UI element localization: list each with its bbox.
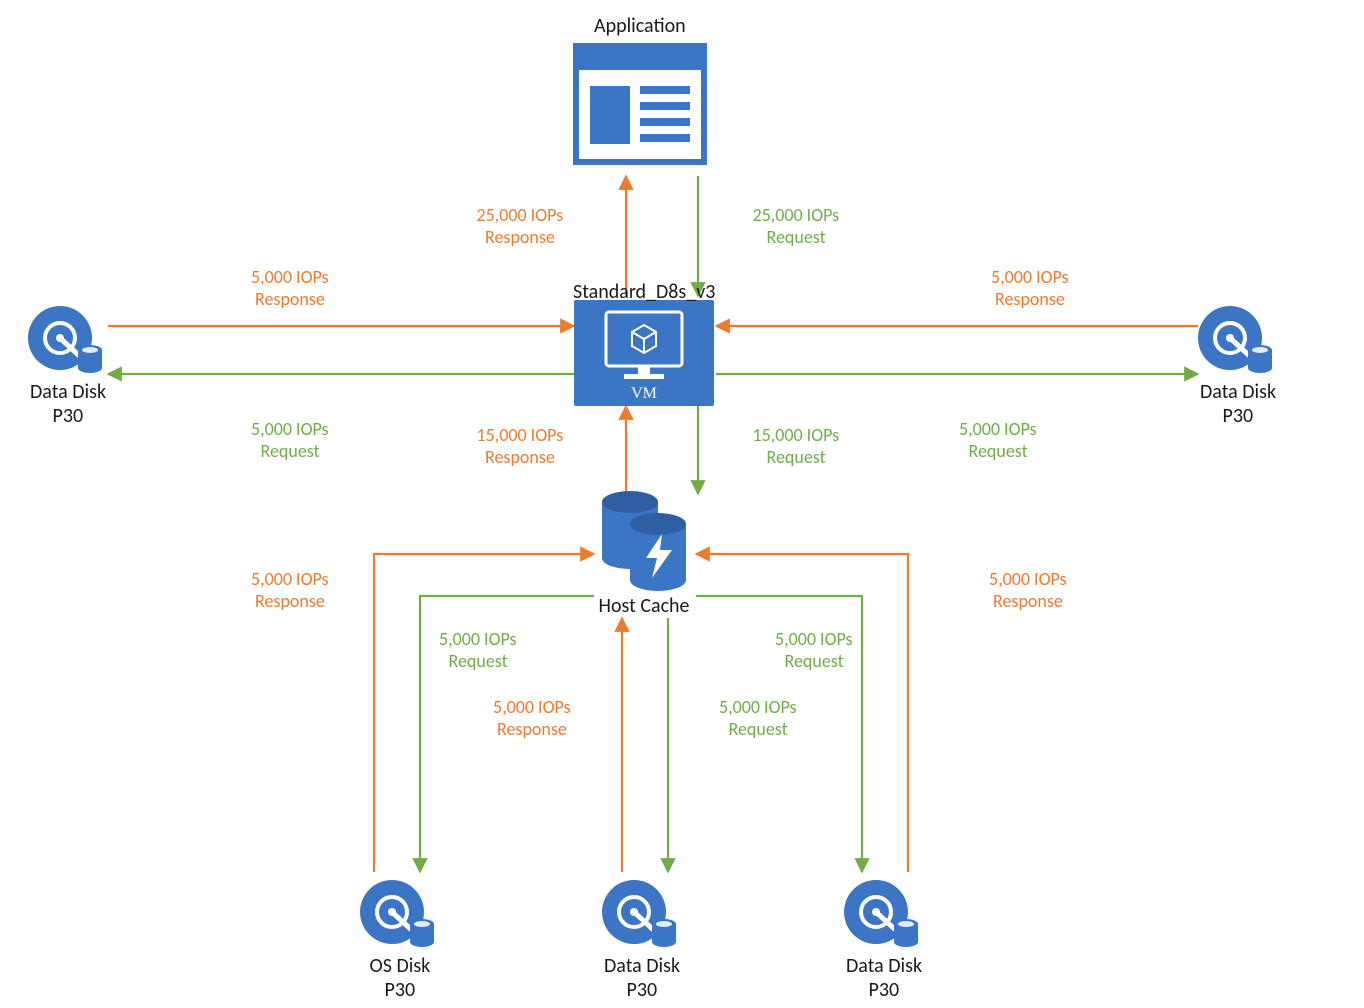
edge-cache_to_vm_resp-label2: Response <box>485 446 555 469</box>
edge-vm_to_diskl_req-label2: Request <box>261 440 320 463</box>
edge-vm_to_app_resp-label2: Response <box>485 226 555 249</box>
edge-app_to_vm_req-label2: Request <box>767 226 826 249</box>
edge-diskr_to_vm_resp-label2: Response <box>995 288 1065 311</box>
diagram-svg: VM <box>0 0 1364 1008</box>
disk-icon <box>360 880 434 947</box>
edge-cache_to_dd1_req-label1: 5,000 IOPs <box>719 696 797 719</box>
edge-vm_to_app_resp-label1: 25,000 IOPs <box>477 204 564 227</box>
edge-vm_to_diskr_req-label1: 5,000 IOPs <box>959 418 1037 441</box>
node-disk_left-title: Data Disk <box>30 380 106 405</box>
edge-cache_to_dd2_req-label1: 5,000 IOPs <box>775 628 853 651</box>
edge-diskl_to_vm_resp-label1: 5,000 IOPs <box>251 266 329 289</box>
edge-osd_to_cache_resp-label1: 5,000 IOPs <box>251 568 329 591</box>
edge-vm_to_cache_req-label1: 15,000 IOPs <box>753 424 840 447</box>
edge-vm_to_diskr_req-label2: Request <box>969 440 1028 463</box>
edge-dd2_to_cache_resp-label1: 5,000 IOPs <box>989 568 1067 591</box>
node-disk_right-title: Data Disk <box>1200 380 1276 405</box>
edge-cache_to_dd2_req-label2: Request <box>785 650 844 673</box>
disk-icon <box>1198 306 1272 373</box>
node-vm-title: Standard_D8s_v3 <box>573 280 715 305</box>
edge-diskr_to_vm_resp-label1: 5,000 IOPs <box>991 266 1069 289</box>
node-disk_right-sub: P30 <box>1223 404 1254 429</box>
disk-icon <box>28 306 102 373</box>
node-data_disk_bottom2-title: Data Disk <box>846 954 922 979</box>
node-host_cache-title: Host Cache <box>599 594 690 619</box>
edge-cache_to_osd_req-label2: Request <box>449 650 508 673</box>
edge-dd1_to_cache_resp-label2: Response <box>497 718 567 741</box>
host-cache-icon <box>602 491 686 591</box>
edge-cache_to_dd1_req-label2: Request <box>729 718 788 741</box>
edge-vm_to_cache_req-label2: Request <box>767 446 826 469</box>
edge-cache_to_osd_req-label1: 5,000 IOPs <box>439 628 517 651</box>
edge-osd_to_cache_resp-label2: Response <box>255 590 325 613</box>
diagram-canvas: VM Application Standard_D8s_v3 Host Cache D… <box>0 0 1364 1008</box>
edge-dd1_to_cache_resp-label1: 5,000 IOPs <box>493 696 571 719</box>
edge-diskl_to_vm_resp-label2: Response <box>255 288 325 311</box>
node-application-title: Application <box>594 14 686 39</box>
disk-icon <box>602 880 676 947</box>
edge-app_to_vm_req-label1: 25,000 IOPs <box>753 204 840 227</box>
node-os_disk-title: OS Disk <box>370 954 431 979</box>
disk-icon <box>844 880 918 947</box>
node-data_disk_bottom1-title: Data Disk <box>604 954 680 979</box>
node-disk_left-sub: P30 <box>53 404 84 429</box>
svg-text:VM: VM <box>631 385 657 402</box>
node-os_disk-sub: P30 <box>385 978 416 1003</box>
edge-dd2_to_cache_resp-label2: Response <box>993 590 1063 613</box>
node-data_disk_bottom1-sub: P30 <box>627 978 658 1003</box>
edge-vm_to_diskl_req-label1: 5,000 IOPs <box>251 418 329 441</box>
edge-cache_to_vm_resp-label1: 15,000 IOPs <box>477 424 564 447</box>
node-data_disk_bottom2-sub: P30 <box>869 978 900 1003</box>
application-icon <box>576 46 704 162</box>
